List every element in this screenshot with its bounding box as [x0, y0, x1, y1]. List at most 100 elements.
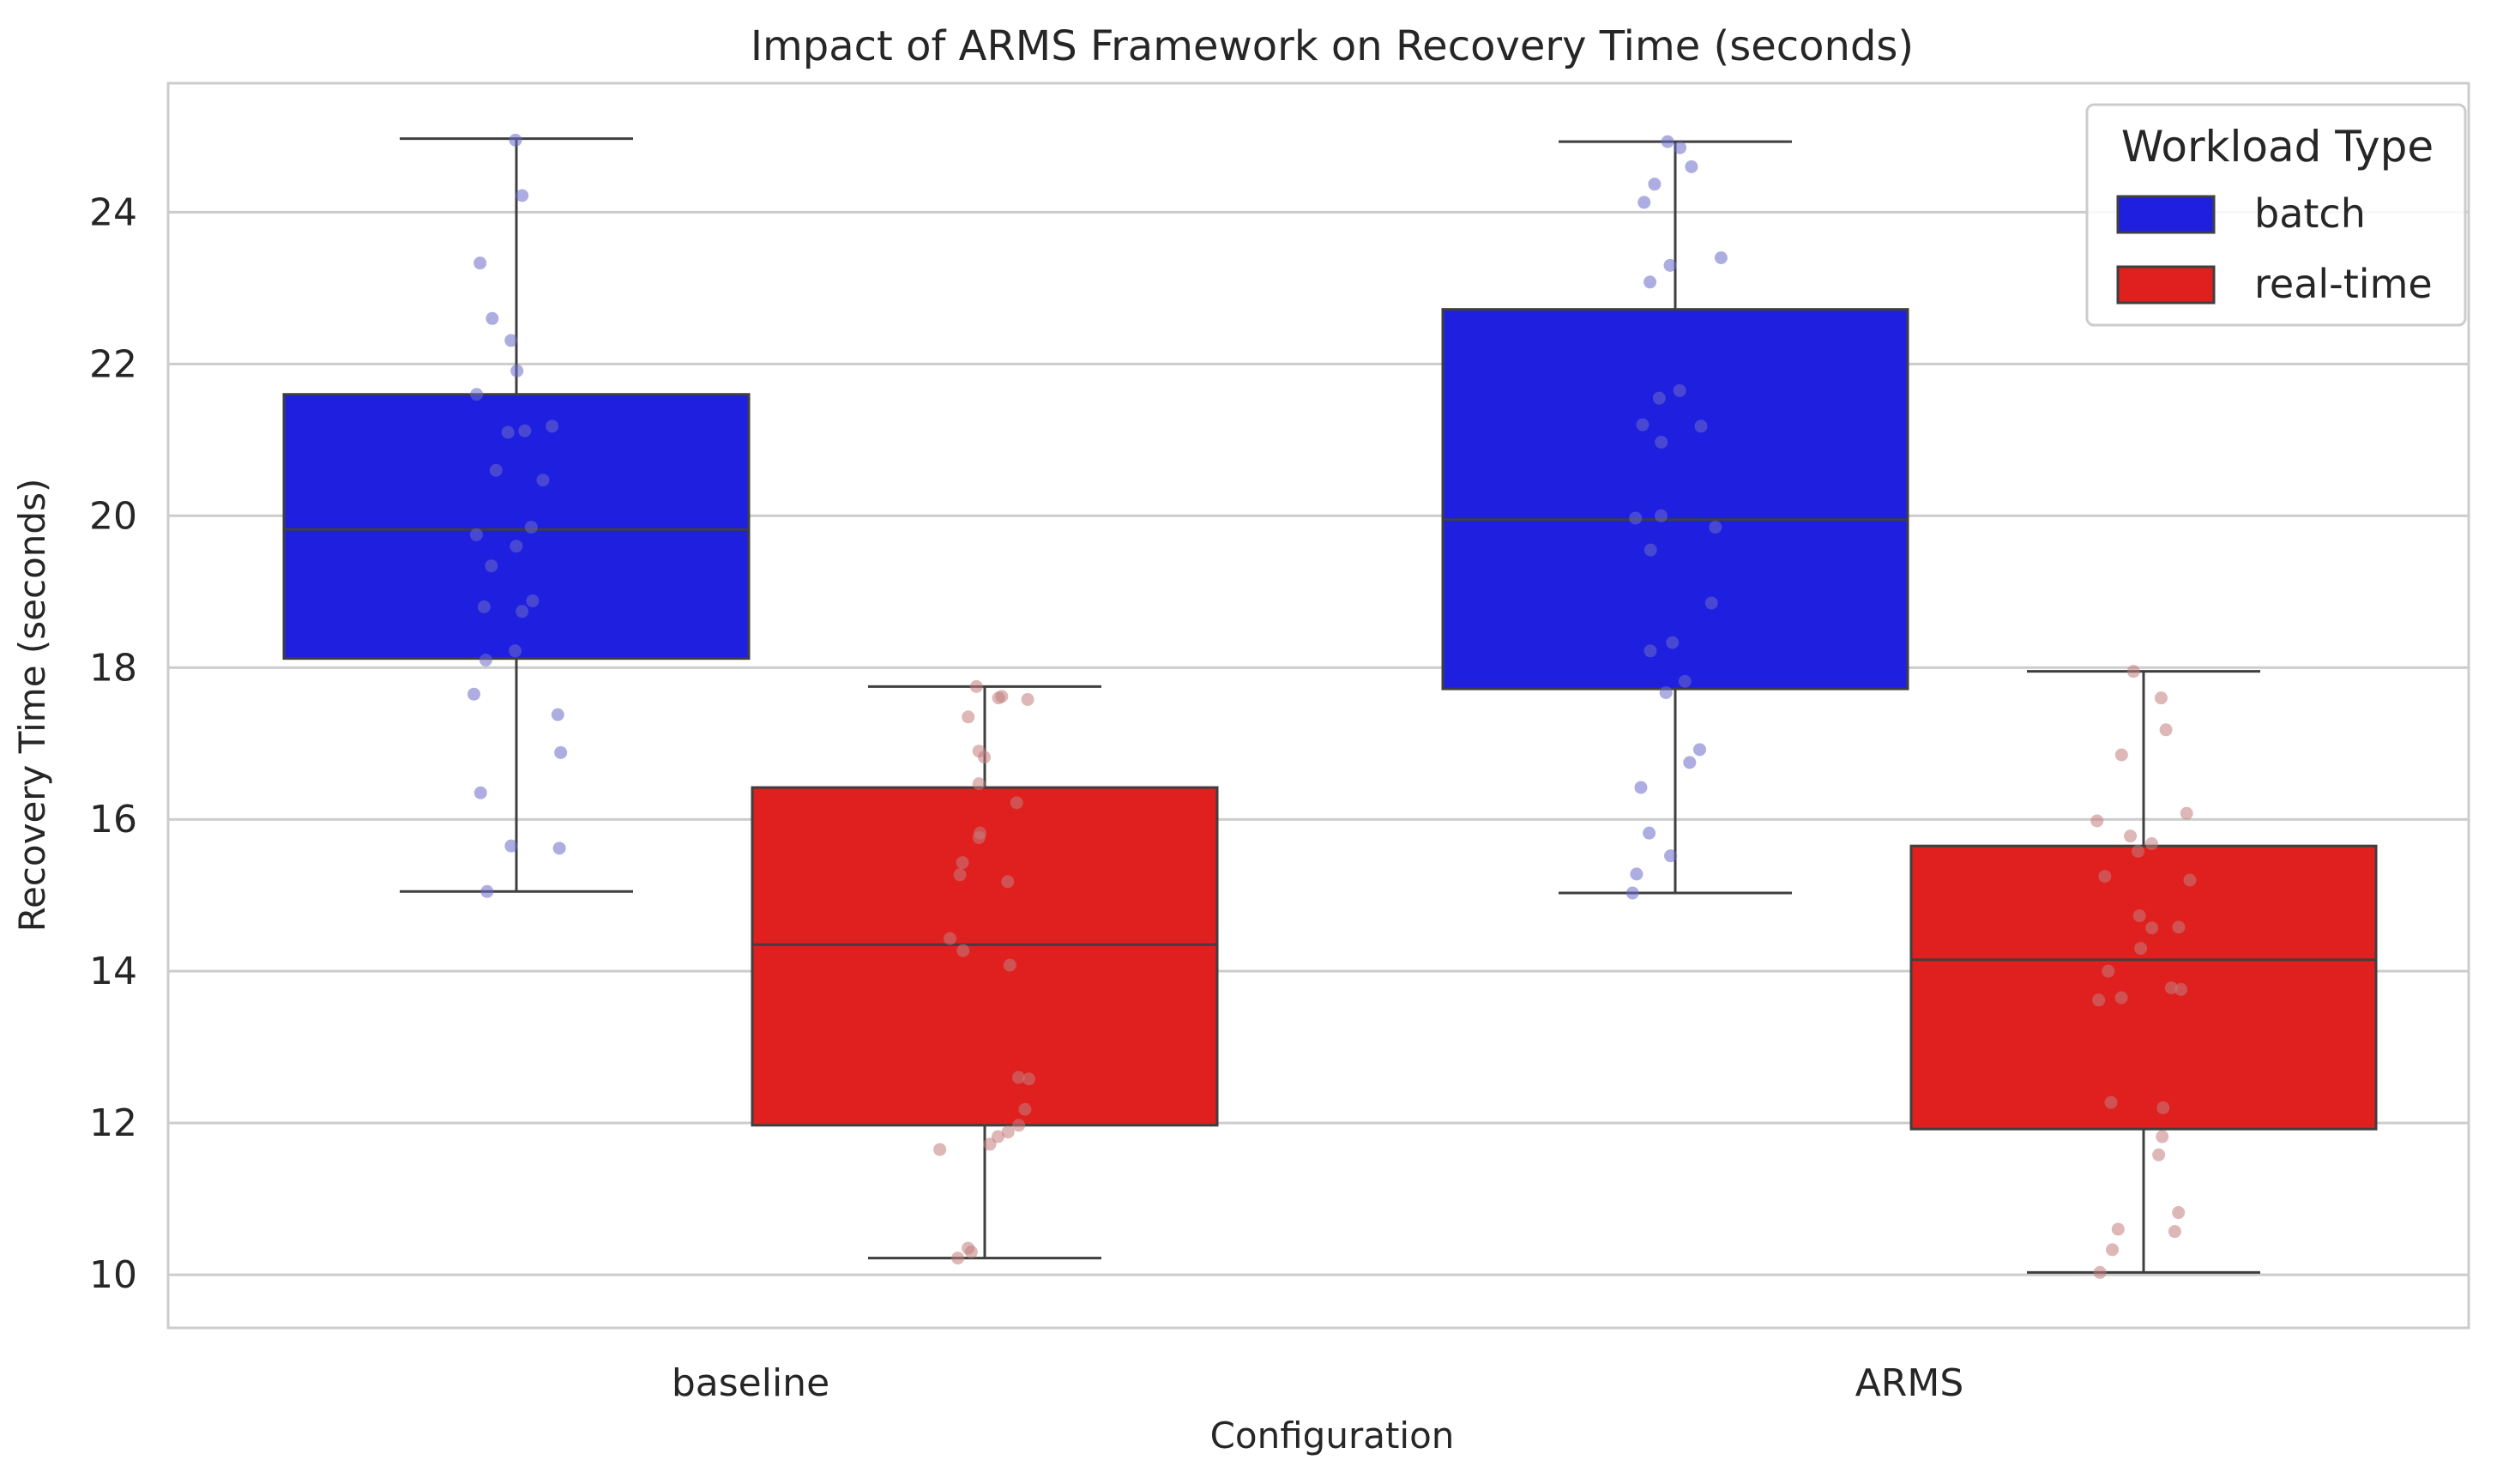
data-point: [972, 830, 986, 844]
data-point: [962, 710, 975, 724]
data-point: [1678, 674, 1692, 688]
data-point: [485, 559, 498, 573]
data-point: [2126, 665, 2140, 679]
data-point: [1704, 596, 1718, 610]
data-point: [1634, 781, 1648, 794]
data-point: [2106, 1243, 2120, 1257]
data-point: [1663, 258, 1677, 272]
data-point: [2180, 806, 2193, 820]
data-point: [1010, 796, 1023, 810]
data-point: [933, 1143, 947, 1156]
y-tick-label: 24: [89, 190, 137, 234]
data-point: [1012, 1119, 1026, 1132]
data-point: [1648, 178, 1662, 191]
data-point: [1659, 685, 1673, 699]
data-point: [2098, 870, 2112, 884]
data-point: [1666, 636, 1680, 649]
data-point: [1674, 141, 1687, 154]
data-point: [2144, 837, 2158, 851]
data-point: [2156, 1101, 2170, 1114]
data-point: [2102, 964, 2115, 978]
box: [751, 786, 1219, 1127]
y-tick-label: 18: [89, 646, 137, 690]
data-point: [964, 1246, 978, 1259]
data-point: [953, 868, 967, 882]
data-point: [1664, 849, 1678, 863]
data-point: [991, 1130, 1004, 1143]
y-tick-label: 14: [89, 950, 137, 993]
data-point: [2104, 1095, 2118, 1109]
data-point: [2164, 981, 2178, 995]
data-point: [1629, 511, 1643, 525]
data-point: [2132, 909, 2146, 923]
data-point: [1001, 875, 1015, 889]
data-point: [479, 653, 492, 667]
data-point: [536, 474, 550, 487]
data-point: [1643, 644, 1657, 658]
data-point: [516, 189, 529, 202]
x-tick-label: ARMS: [1855, 1361, 1964, 1405]
data-point: [1011, 1071, 1025, 1084]
data-point: [546, 419, 559, 433]
y-tick-label: 22: [89, 342, 137, 386]
data-point: [1655, 435, 1668, 449]
data-point: [2111, 1222, 2125, 1236]
data-point: [473, 256, 487, 270]
box: [1909, 844, 2378, 1131]
plot-boxes: [282, 137, 2378, 1274]
data-point: [969, 679, 983, 693]
data-point: [1661, 135, 1674, 148]
data-point: [2124, 829, 2138, 843]
plot-frame: [166, 81, 2470, 1330]
data-point: [2156, 1130, 2169, 1143]
data-point: [509, 133, 522, 147]
data-point: [2092, 993, 2106, 1007]
box: [1441, 308, 1909, 691]
plot-points: [467, 133, 2197, 1279]
legend-label: real-time: [2254, 261, 2433, 307]
data-point: [1643, 543, 1657, 557]
data-point: [489, 463, 503, 477]
x-tick-label: baseline: [672, 1361, 829, 1405]
box: [282, 393, 751, 661]
chart-title: Impact of ARMS Framework on Recovery Tim…: [751, 22, 1914, 70]
data-point: [2172, 1206, 2186, 1220]
data-point: [2114, 991, 2128, 1004]
data-point: [1694, 419, 1708, 433]
x-axis-label: Configuration: [1210, 1415, 1455, 1457]
data-point: [526, 594, 540, 607]
data-point: [504, 839, 518, 853]
data-point: [501, 425, 515, 439]
data-point: [1021, 692, 1034, 706]
data-point: [1673, 383, 1686, 397]
data-point: [1022, 1072, 1036, 1086]
y-axis-label: Recovery Time (seconds): [11, 479, 53, 932]
data-point: [510, 364, 524, 377]
y-tick-label: 16: [89, 798, 137, 842]
legend-swatch: [2116, 265, 2216, 305]
data-point: [510, 540, 523, 553]
data-point: [1625, 886, 1639, 900]
y-tick-label: 12: [89, 1101, 137, 1145]
data-point: [509, 644, 522, 658]
data-point: [1643, 275, 1657, 289]
data-point: [1709, 521, 1722, 534]
data-point: [1714, 250, 1728, 264]
data-point: [1637, 196, 1651, 209]
data-point: [2183, 873, 2197, 887]
data-point: [480, 884, 494, 898]
data-point: [524, 521, 538, 534]
data-point: [516, 605, 529, 618]
data-point: [2093, 1265, 2107, 1279]
legend-title: Workload Type: [2121, 122, 2434, 172]
data-point: [1636, 418, 1650, 431]
data-point: [972, 777, 986, 791]
data-point: [473, 786, 487, 799]
data-point: [2090, 814, 2104, 828]
data-point: [1018, 1102, 1032, 1116]
y-tick-label: 10: [89, 1253, 137, 1297]
data-point: [1001, 1125, 1015, 1139]
data-point: [2172, 920, 2186, 934]
data-point: [956, 944, 970, 957]
data-point: [944, 932, 957, 945]
